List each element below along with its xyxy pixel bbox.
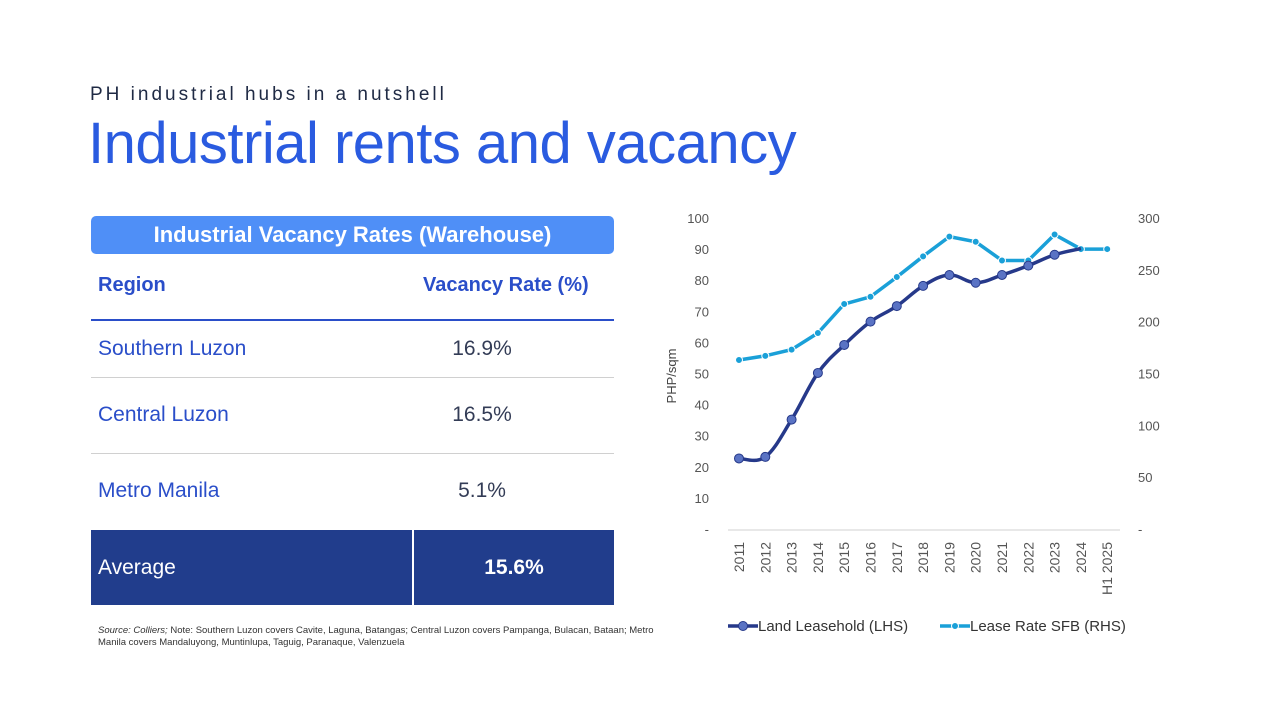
table-column-headers: Region Vacancy Rate (%) [91,254,614,321]
right-tick-label: 250 [1138,263,1160,278]
rent-chart: - 10 20 30 40 50 60 70 80 90 100 - 50 100 150 200 250 300… [664,211,1160,635]
land-leasehold-point [786,414,797,425]
lease-rate-point [971,237,980,246]
note-text: Note: Southern Luzon covers Cavite, Lagu… [98,625,654,648]
x-tick-label: 2019 [941,542,957,573]
land-leasehold-point [760,451,771,462]
land-leasehold-line [738,246,1082,463]
left-tick-label: 40 [695,398,709,413]
left-tick-label: 60 [695,335,709,350]
lease-rate-point [1050,230,1059,239]
row-region: Southern Luzon [98,337,247,360]
table-row: Southern Luzon 16.9% [91,321,614,378]
x-tick-label: 2012 [757,542,773,573]
land-leasehold-point [1023,260,1034,271]
land-leasehold-point [997,269,1007,280]
land-leasehold-point [944,269,955,280]
x-tick-label: H1 2025 [1099,542,1115,595]
average-value: 15.6% [484,555,544,579]
right-tick-label: 50 [1138,470,1152,485]
x-tick-label: 2011 [731,542,747,572]
page-title: Industrial rents and vacancy [88,111,797,176]
row-region: Central Luzon [98,403,229,426]
lease-rate-point [761,351,770,360]
left-tick-label: - [705,522,709,537]
lease-rate-point [892,273,901,282]
lease-rate-point [1103,245,1112,254]
lease-rate-point [735,355,743,364]
x-tick-label: 2021 [994,542,1010,573]
table-row: Metro Manila 5.1% [91,454,614,530]
right-tick-label: - [1138,522,1142,537]
left-tick-label: 90 [695,242,709,257]
x-tick-label: 2013 [784,542,800,573]
source-label: Source: Colliers; [98,625,168,636]
lease-rate-point [787,345,796,354]
left-axis-title: PHP/sqm [664,349,679,404]
x-tick-label: 2020 [968,542,984,573]
vacancy-table: Industrial Vacancy Rates (Warehouse) Reg… [91,216,614,605]
x-tick-label: 2015 [836,542,852,573]
row-region: Metro Manila [98,479,220,502]
legend-lease-marker [951,622,959,630]
page-subtitle: PH industrial hubs in a nutshell [90,84,447,105]
left-tick-label: 20 [695,460,709,475]
lease-rate-point [840,300,849,309]
right-tick-label: 150 [1138,367,1160,382]
land-leasehold-point [970,277,981,288]
left-tick-label: 50 [695,367,709,382]
lease-rate-point [813,329,822,338]
x-tick-label: 2018 [915,542,931,573]
x-tick-label: 2023 [1047,542,1063,573]
legend-lease-label: Lease Rate SFB (RHS) [970,618,1126,635]
left-tick-label: 30 [695,429,709,444]
left-tick-label: 70 [695,304,709,319]
row-rate: 16.5% [452,403,512,426]
x-tick-label: 2022 [1020,542,1036,573]
land-leasehold-point [839,339,850,350]
x-tick-label: 2016 [863,542,879,573]
column-header-vacancy-rate: Vacancy Rate (%) [423,274,589,296]
right-tick-label: 200 [1138,315,1160,330]
legend-land-marker [738,621,748,631]
land-leasehold-point [891,301,902,312]
column-header-region: Region [98,274,166,296]
table-title: Industrial Vacancy Rates (Warehouse) [91,216,614,254]
right-tick-label: 300 [1138,211,1160,226]
x-tick-label: 2017 [889,542,905,573]
x-tick-label: 2024 [1073,542,1089,573]
row-rate: 16.9% [452,337,512,360]
average-label: Average [91,530,414,605]
left-tick-label: 80 [695,273,709,288]
lease-rate-point [919,252,928,261]
x-tick-label: 2014 [810,542,826,573]
land-leasehold-point [918,280,929,291]
land-leasehold-point [865,316,876,327]
source-note: Source: Colliers; Note: Southern Luzon c… [98,625,658,649]
lease-rate-point [945,232,954,241]
right-tick-label: 100 [1138,418,1160,433]
left-tick-label: 10 [695,491,709,506]
land-leasehold-point [812,367,823,378]
left-tick-label: 100 [687,211,709,226]
lease-rate-point [998,256,1006,265]
average-row: Average 15.6% [91,530,614,605]
land-leasehold-point [1049,249,1060,260]
land-leasehold-point [734,453,744,464]
table-row: Central Luzon 16.5% [91,378,614,454]
row-rate: 5.1% [458,479,506,502]
legend-land-label: Land Leasehold (LHS) [758,618,908,635]
lease-rate-point [866,292,875,301]
